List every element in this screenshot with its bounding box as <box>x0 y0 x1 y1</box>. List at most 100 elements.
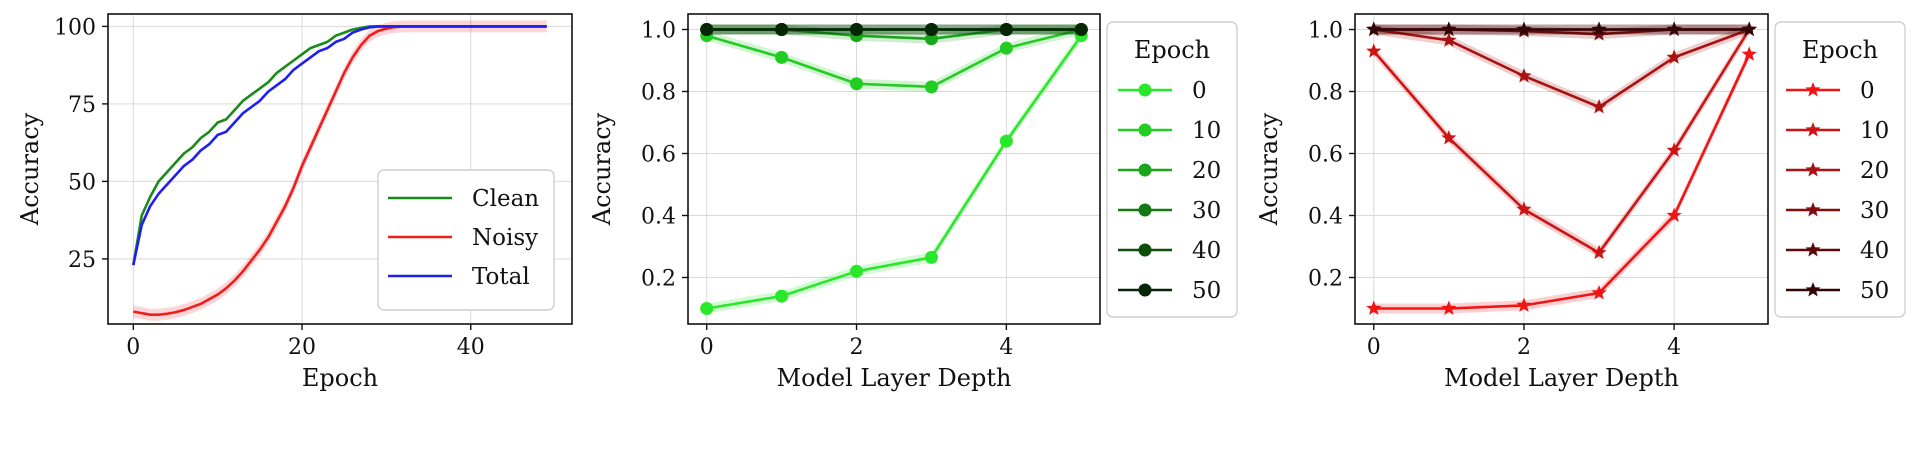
legend-marker <box>1138 163 1152 177</box>
data-point <box>1741 46 1757 61</box>
data-point <box>700 23 714 36</box>
data-point <box>1666 49 1682 64</box>
x-tick-label: 2 <box>1517 335 1531 360</box>
y-tick-label: 1.0 <box>1308 19 1343 44</box>
data-point <box>1441 130 1457 145</box>
plot-area <box>700 23 1088 315</box>
chart-panel-3: 0 2 4 0.2 0.4 0.6 0.8 1.0 Model Layer Depth Accur… <box>1255 13 1906 392</box>
data-point <box>1591 21 1607 36</box>
series-line <box>1372 28 1751 254</box>
legend-marker <box>1138 203 1152 217</box>
data-point <box>999 23 1013 36</box>
x-tick-label: 2 <box>850 335 864 360</box>
y-tick-label: 0.6 <box>641 143 676 168</box>
y-tick-label: 0.4 <box>1308 205 1343 230</box>
y-axis-label: Accuracy <box>588 112 616 226</box>
legend-item: 30 <box>1786 198 1889 224</box>
y-tick-label: 0.8 <box>1308 81 1343 106</box>
legend-item: 0 <box>1118 78 1207 104</box>
x-tick-label: 20 <box>288 335 316 360</box>
y-tick-label: 75 <box>68 93 96 118</box>
legend-item: Clean <box>388 186 539 212</box>
chart-panel-2: 0 2 4 0.2 0.4 0.6 0.8 1.0 Model Layer Depth Accur… <box>588 13 1238 392</box>
legend-marker <box>1805 202 1821 217</box>
data-point <box>924 250 938 264</box>
y-tick-label: 1.0 <box>641 19 676 44</box>
x-tick-label: 4 <box>1667 335 1681 360</box>
data-point <box>1441 300 1457 315</box>
legend-label: 40 <box>1860 238 1889 264</box>
x-tick-label: 0 <box>1367 335 1381 360</box>
legend-item: 50 <box>1786 278 1889 304</box>
plot-frame <box>1354 13 1769 325</box>
data-point <box>850 23 864 36</box>
legend-marker <box>1138 243 1152 257</box>
data-point <box>775 23 789 36</box>
plot-area <box>132 20 547 321</box>
series-10 <box>700 23 1088 94</box>
x-tick-label: 40 <box>457 335 485 360</box>
legend-label: 20 <box>1860 158 1889 184</box>
data-point <box>1441 21 1457 36</box>
plot-area <box>1366 21 1757 315</box>
legend-marker <box>1805 162 1821 177</box>
chart-panel-1: 0 20 40 25 50 75 100 Epoch Accuracy Clean Noisy Tot… <box>16 13 573 392</box>
x-tick-label: 4 <box>999 335 1013 360</box>
legend-item: Total <box>388 264 530 290</box>
series-total <box>132 25 547 266</box>
legend-label: Noisy <box>472 225 538 251</box>
data-point <box>1591 244 1607 260</box>
legend-item: Noisy <box>388 225 538 251</box>
legend-label: 20 <box>1192 158 1221 184</box>
y-tick-label: 50 <box>68 170 96 195</box>
legend-label: 0 <box>1192 78 1207 104</box>
data-point <box>1591 99 1607 114</box>
legend-label: 30 <box>1860 198 1889 224</box>
data-point <box>1591 26 1607 41</box>
legend-label: 0 <box>1860 78 1875 104</box>
legend-label: 50 <box>1192 278 1221 304</box>
series-band <box>706 30 1082 314</box>
y-tick-label: 25 <box>68 248 96 273</box>
series-50 <box>700 23 1088 36</box>
y-tick-label: 0.2 <box>641 267 676 292</box>
series-line <box>706 28 1082 89</box>
data-point <box>924 32 938 46</box>
legend-label: 40 <box>1192 238 1221 264</box>
legend-item: 0 <box>1786 78 1875 104</box>
legend: Clean Noisy Total <box>377 169 555 311</box>
data-point <box>1074 23 1088 36</box>
y-tick-label: 0.2 <box>1308 267 1343 292</box>
data-point <box>1666 21 1682 36</box>
series-line <box>706 34 1083 310</box>
x-axis-label: Epoch <box>302 364 378 392</box>
y-tick-label: 0.4 <box>641 205 676 230</box>
data-point <box>924 80 938 94</box>
legend-item: 20 <box>1786 158 1889 184</box>
data-point <box>1516 21 1532 36</box>
series-line <box>1373 53 1751 310</box>
legend: Epoch 0 10 20 30 40 50 <box>1106 21 1238 318</box>
data-point <box>1366 300 1382 315</box>
data-point <box>1591 285 1607 300</box>
data-point <box>1366 43 1382 58</box>
data-point <box>1666 142 1682 157</box>
x-tick-label: 0 <box>126 335 140 360</box>
data-point <box>1666 207 1682 222</box>
x-tick-label: 0 <box>700 335 714 360</box>
legend-label: Clean <box>472 186 539 212</box>
data-point <box>999 41 1013 55</box>
data-point <box>850 77 864 91</box>
legend-marker <box>1805 282 1821 297</box>
data-point <box>1516 297 1532 312</box>
legend-item: 30 <box>1118 198 1221 224</box>
legend-label: 10 <box>1192 118 1221 144</box>
series-line <box>1373 28 1750 109</box>
legend-item: 10 <box>1786 118 1889 144</box>
plot-frame <box>107 13 573 325</box>
plot-frame <box>687 13 1101 325</box>
legend-label: 50 <box>1860 278 1889 304</box>
legend-marker <box>1138 83 1152 97</box>
y-axis-label: Accuracy <box>16 112 44 226</box>
